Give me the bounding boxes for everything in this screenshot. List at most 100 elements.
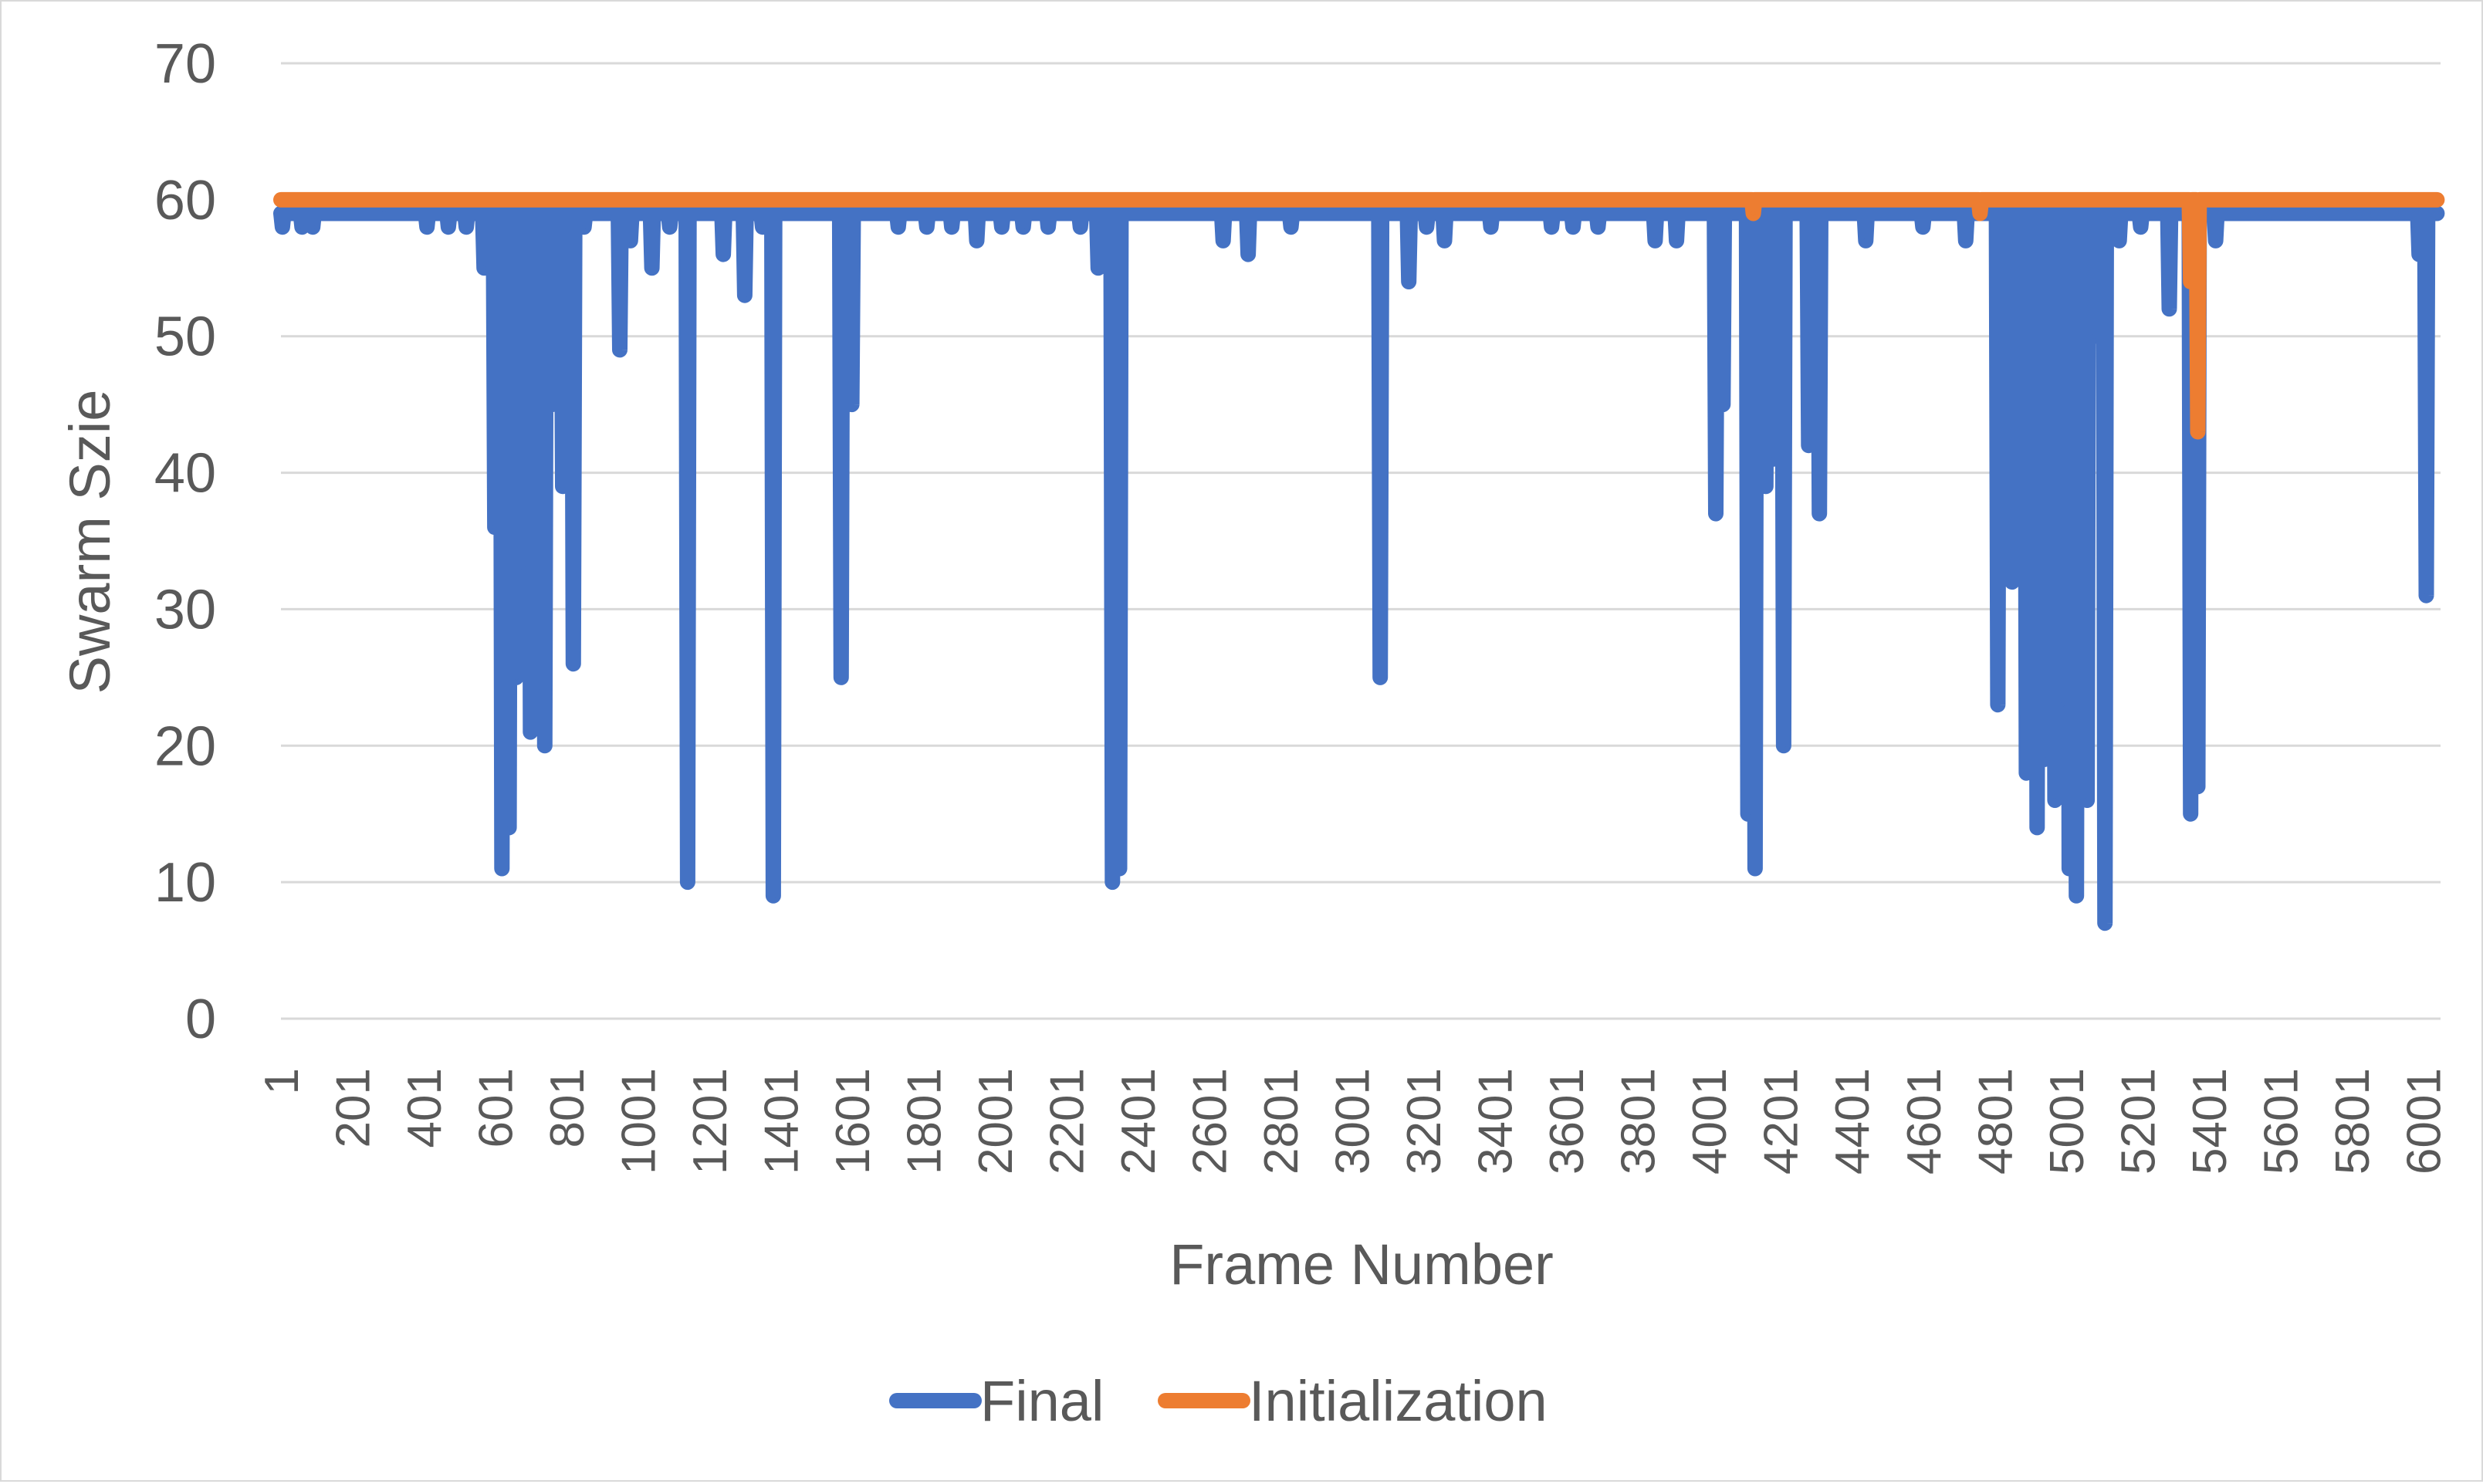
legend-item-final: Final xyxy=(889,1369,1104,1433)
data-point xyxy=(2213,238,2218,243)
data-point xyxy=(1020,225,1026,230)
data-point xyxy=(1817,511,1822,516)
data-point xyxy=(1781,743,1786,749)
x-tick-label: 4801 xyxy=(1969,1068,2022,1175)
data-point xyxy=(1549,225,1554,230)
data-point xyxy=(1995,702,2001,708)
y-tick-label: 50 xyxy=(154,306,216,368)
data-point xyxy=(1595,225,1601,230)
data-point xyxy=(1110,880,1115,885)
data-point xyxy=(513,674,519,680)
x-tick-label: 601 xyxy=(470,1068,523,1148)
x-tick-label: 5401 xyxy=(2184,1068,2237,1175)
x-tick-label: 1201 xyxy=(684,1068,737,1175)
x-tick-label: 2201 xyxy=(1041,1068,1094,1175)
data-point xyxy=(1442,238,1447,243)
x-tick-label: 3401 xyxy=(1470,1068,1523,1175)
data-point xyxy=(499,866,505,871)
data-point xyxy=(2074,893,2079,898)
y-axis-ticks: 0 10 20 30 40 50 60 70 xyxy=(154,33,216,1050)
data-point xyxy=(2424,593,2429,598)
data-point xyxy=(1488,225,1494,230)
y-tick-label: 20 xyxy=(154,715,216,777)
legend: Final Initialization xyxy=(889,1369,1548,1433)
data-point xyxy=(445,225,451,230)
data-point xyxy=(2195,784,2201,789)
data-point xyxy=(849,402,854,407)
data-point xyxy=(570,661,576,667)
y-tick-label: 0 xyxy=(185,989,216,1050)
data-point xyxy=(560,484,565,489)
y-tick-label: 40 xyxy=(154,443,216,505)
x-tick-label: 1801 xyxy=(898,1068,952,1175)
data-point xyxy=(838,674,844,680)
x-axis-title: Frame Number xyxy=(1169,1232,1554,1296)
data-point xyxy=(521,566,526,571)
data-point xyxy=(649,265,655,271)
x-tick-label: 1 xyxy=(255,1068,309,1094)
x-tick-label: 5801 xyxy=(2326,1068,2380,1175)
data-point xyxy=(924,225,929,230)
x-tick-label: 2401 xyxy=(1112,1068,1165,1175)
x-tick-label: 6001 xyxy=(2397,1068,2451,1175)
data-point xyxy=(2188,279,2194,284)
data-point xyxy=(760,225,765,230)
x-tick-label: 4201 xyxy=(1755,1068,1808,1175)
data-point xyxy=(1806,443,1812,448)
y-axis-title: Swarm Szie xyxy=(58,390,122,695)
data-point xyxy=(999,225,1004,230)
x-tick-label: 401 xyxy=(398,1068,452,1148)
x-tick-label: 801 xyxy=(541,1068,594,1148)
data-point xyxy=(425,225,430,230)
data-point xyxy=(492,525,498,530)
data-point xyxy=(1720,402,1726,407)
data-point xyxy=(2066,866,2072,871)
data-point xyxy=(685,880,690,885)
y-tick-label: 60 xyxy=(154,170,216,232)
data-point xyxy=(1751,211,1756,216)
data-point xyxy=(1095,265,1101,271)
x-axis-ticks: 1 201 401 601 801 1001 1201 1401 1601 1801 2001 220… xyxy=(255,1068,2451,1175)
x-tick-label: 1401 xyxy=(756,1068,809,1175)
data-point xyxy=(506,825,512,830)
x-tick-label: 5001 xyxy=(2041,1068,2094,1175)
data-point xyxy=(1117,866,1122,871)
data-point xyxy=(895,225,901,230)
y-tick-label: 10 xyxy=(154,852,216,914)
data-point xyxy=(628,238,633,243)
data-point xyxy=(949,225,955,230)
series-final-line xyxy=(273,205,2445,931)
x-tick-label: 2801 xyxy=(1255,1068,1308,1175)
data-point xyxy=(1077,225,1083,230)
data-point xyxy=(721,252,726,257)
data-point xyxy=(482,265,487,271)
x-tick-label: 5601 xyxy=(2255,1068,2308,1175)
data-point xyxy=(1752,866,1757,871)
data-point xyxy=(1977,211,1983,216)
data-point xyxy=(550,402,555,407)
data-point xyxy=(528,729,533,735)
data-point xyxy=(1046,225,1050,230)
x-tick-label: 5201 xyxy=(2112,1068,2165,1175)
data-point xyxy=(2024,770,2029,776)
data-point xyxy=(617,347,622,353)
data-point xyxy=(2085,798,2090,803)
data-point xyxy=(381,211,387,216)
data-point xyxy=(2009,580,2014,585)
data-point xyxy=(667,225,672,230)
data-point xyxy=(2052,798,2058,803)
data-point xyxy=(1863,238,1869,243)
data-point xyxy=(1771,456,1775,461)
data-point xyxy=(464,225,469,230)
data-point xyxy=(2417,252,2422,257)
data-point xyxy=(1674,238,1680,243)
final-line xyxy=(273,205,2445,931)
x-tick-label: 4401 xyxy=(1826,1068,1879,1175)
legend-label-initialization: Initialization xyxy=(1249,1369,1548,1433)
x-tick-label: 3001 xyxy=(1327,1068,1380,1175)
data-point xyxy=(770,893,776,898)
data-point xyxy=(2042,757,2047,762)
data-point xyxy=(2035,825,2040,830)
